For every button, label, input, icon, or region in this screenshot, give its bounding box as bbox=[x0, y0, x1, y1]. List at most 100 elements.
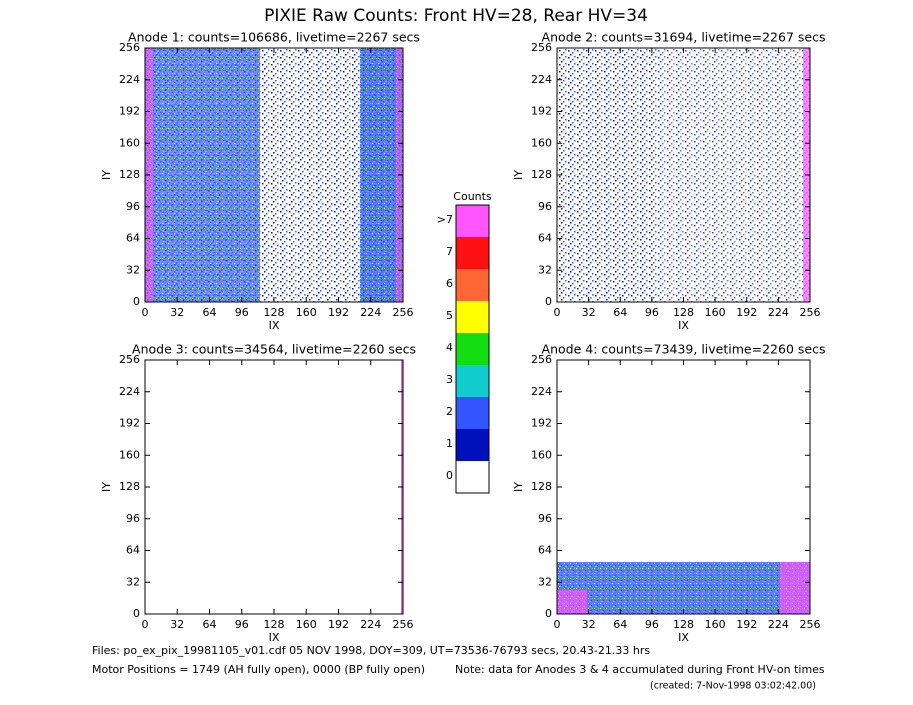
colorbar-swatch bbox=[456, 365, 489, 397]
panel-title: Anode 2: counts=31694, livetime=2267 sec… bbox=[542, 30, 826, 45]
x-tick-label: 32 bbox=[170, 306, 184, 319]
x-tick-label: 96 bbox=[235, 618, 249, 631]
x-tick-label: 64 bbox=[613, 618, 627, 631]
x-tick-label: 64 bbox=[613, 306, 627, 319]
y-tick-label: 0 bbox=[545, 295, 552, 308]
y-axis-label: IY bbox=[512, 482, 525, 492]
colorbar-swatch bbox=[456, 429, 489, 461]
colorbar-swatch bbox=[456, 269, 489, 301]
x-tick-label: 0 bbox=[142, 618, 149, 631]
colorbar-swatch bbox=[456, 397, 489, 429]
colorbar-swatch bbox=[456, 205, 489, 237]
footer-created: (created: 7-Nov-1998 03:02:42.00) bbox=[650, 681, 816, 692]
x-tick-label: 192 bbox=[328, 306, 349, 319]
panel-title: Anode 3: counts=34564, livetime=2260 sec… bbox=[132, 342, 416, 357]
y-tick-label: 96 bbox=[538, 200, 552, 213]
y-tick-label: 224 bbox=[531, 73, 552, 86]
colorbar-label: >7 bbox=[437, 213, 453, 226]
x-tick-label: 160 bbox=[296, 306, 317, 319]
y-tick-label: 96 bbox=[538, 512, 552, 525]
panel-title: Anode 1: counts=106686, livetime=2267 se… bbox=[128, 30, 420, 45]
x-axis-label: IX bbox=[678, 319, 689, 332]
x-tick-label: 96 bbox=[645, 306, 659, 319]
x-tick-label: 128 bbox=[264, 618, 285, 631]
y-tick-label: 160 bbox=[119, 136, 140, 149]
x-tick-label: 128 bbox=[264, 306, 285, 319]
colorbar-label: 3 bbox=[446, 373, 453, 386]
y-tick-label: 160 bbox=[531, 136, 552, 149]
colorbar-label: 6 bbox=[446, 277, 453, 290]
image-texture bbox=[145, 48, 810, 614]
colorbar-swatch bbox=[456, 237, 489, 269]
panel-title: Anode 4: counts=73439, livetime=2260 sec… bbox=[542, 342, 826, 357]
colorbar-swatch bbox=[456, 461, 489, 493]
x-tick-label: 224 bbox=[768, 306, 789, 319]
y-tick-label: 0 bbox=[133, 295, 140, 308]
y-tick-label: 32 bbox=[126, 575, 140, 588]
x-axis-label: IX bbox=[269, 319, 280, 332]
x-axis-label: IX bbox=[678, 631, 689, 644]
y-tick-label: 64 bbox=[126, 544, 140, 557]
y-tick-label: 128 bbox=[119, 480, 140, 493]
x-tick-label: 96 bbox=[235, 306, 249, 319]
y-tick-label: 256 bbox=[119, 353, 140, 366]
y-tick-label: 32 bbox=[538, 575, 552, 588]
y-tick-label: 224 bbox=[119, 385, 140, 398]
y-tick-label: 192 bbox=[531, 417, 552, 430]
y-tick-label: 64 bbox=[538, 232, 552, 245]
x-tick-label: 256 bbox=[393, 618, 414, 631]
colorbar-swatch bbox=[456, 333, 489, 365]
colorbar-swatch bbox=[456, 301, 489, 333]
x-tick-label: 160 bbox=[705, 618, 726, 631]
panel: Anode 2: counts=31694, livetime=2267 sec… bbox=[512, 30, 825, 333]
colorbar-label: 2 bbox=[446, 405, 453, 418]
panel-frame bbox=[144, 359, 404, 615]
y-tick-label: 256 bbox=[531, 353, 552, 366]
y-axis-label: IY bbox=[100, 482, 113, 492]
x-tick-label: 32 bbox=[582, 618, 596, 631]
x-tick-label: 192 bbox=[736, 306, 757, 319]
x-tick-label: 224 bbox=[360, 618, 381, 631]
panel: Anode 4: counts=73439, livetime=2260 sec… bbox=[512, 342, 825, 645]
x-axis-label: IX bbox=[269, 631, 280, 644]
y-tick-label: 192 bbox=[119, 417, 140, 430]
y-tick-label: 0 bbox=[133, 607, 140, 620]
footer-note: Note: data for Anodes 3 & 4 accumulated … bbox=[455, 663, 825, 676]
colorbar-frame bbox=[455, 204, 490, 494]
x-tick-label: 256 bbox=[800, 306, 821, 319]
x-tick-label: 192 bbox=[328, 618, 349, 631]
y-tick-label: 128 bbox=[531, 480, 552, 493]
y-tick-label: 96 bbox=[126, 512, 140, 525]
y-tick-label: 32 bbox=[126, 263, 140, 276]
y-tick-label: 224 bbox=[119, 73, 140, 86]
x-tick-label: 32 bbox=[582, 306, 596, 319]
figure-title: PIXIE Raw Counts: Front HV=28, Rear HV=3… bbox=[264, 6, 648, 26]
x-tick-label: 256 bbox=[393, 306, 414, 319]
colorbar: Counts 0 1 2 3 4 5 6 7 >7 bbox=[437, 190, 492, 494]
x-tick-label: 256 bbox=[800, 618, 821, 631]
panel: Anode 1: counts=106686, livetime=2267 se… bbox=[100, 30, 420, 333]
y-axis-label: IY bbox=[512, 170, 525, 180]
y-tick-label: 64 bbox=[126, 232, 140, 245]
y-tick-label: 64 bbox=[538, 544, 552, 557]
colorbar-label: 0 bbox=[446, 469, 453, 482]
x-tick-label: 32 bbox=[170, 618, 184, 631]
y-tick-label: 256 bbox=[119, 41, 140, 54]
x-tick-label: 160 bbox=[705, 306, 726, 319]
colorbar-title: Counts bbox=[453, 190, 492, 203]
x-tick-label: 64 bbox=[203, 618, 217, 631]
x-tick-label: 192 bbox=[736, 618, 757, 631]
y-tick-label: 128 bbox=[531, 168, 552, 181]
panels: Anode 1: counts=106686, livetime=2267 se… bbox=[100, 30, 825, 645]
colorbar-label: 1 bbox=[446, 437, 453, 450]
x-tick-label: 0 bbox=[554, 618, 561, 631]
x-tick-label: 96 bbox=[645, 618, 659, 631]
x-tick-label: 160 bbox=[296, 618, 317, 631]
x-tick-label: 224 bbox=[768, 618, 789, 631]
x-tick-label: 0 bbox=[142, 306, 149, 319]
colorbar-label: 5 bbox=[446, 309, 453, 322]
x-tick-label: 0 bbox=[554, 306, 561, 319]
y-tick-label: 128 bbox=[119, 168, 140, 181]
y-tick-label: 256 bbox=[531, 41, 552, 54]
